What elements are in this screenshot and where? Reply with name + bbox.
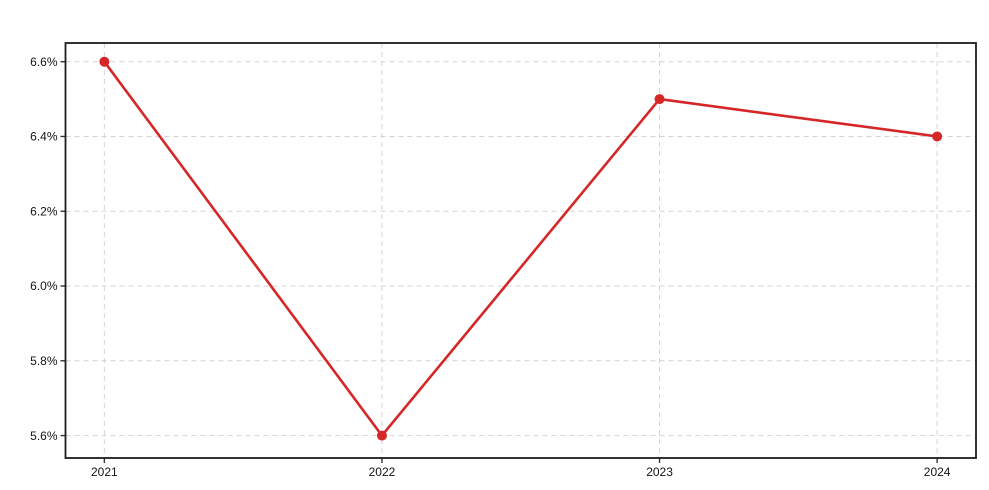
x-tick-label: 2023 — [646, 465, 673, 479]
data-point-2024 — [932, 131, 943, 142]
y-tick-label: 6.4% — [30, 130, 58, 144]
x-tick-label: 2024 — [924, 465, 951, 479]
y-tick-label: 6.0% — [30, 279, 58, 293]
y-tick-label: 6.2% — [30, 204, 58, 218]
y-tick-label: 6.6% — [30, 55, 58, 69]
plot-frame — [64, 42, 977, 459]
data-point-2022 — [376, 430, 387, 441]
y-tick-label: 5.6% — [30, 429, 58, 443]
x-tick-label: 2021 — [91, 465, 118, 479]
trend-line — [103, 60, 939, 437]
data-point-2021 — [99, 56, 110, 67]
data-point-2023 — [654, 94, 665, 105]
x-tick-label: 2022 — [369, 465, 396, 479]
y-tick-label: 5.8% — [30, 354, 58, 368]
